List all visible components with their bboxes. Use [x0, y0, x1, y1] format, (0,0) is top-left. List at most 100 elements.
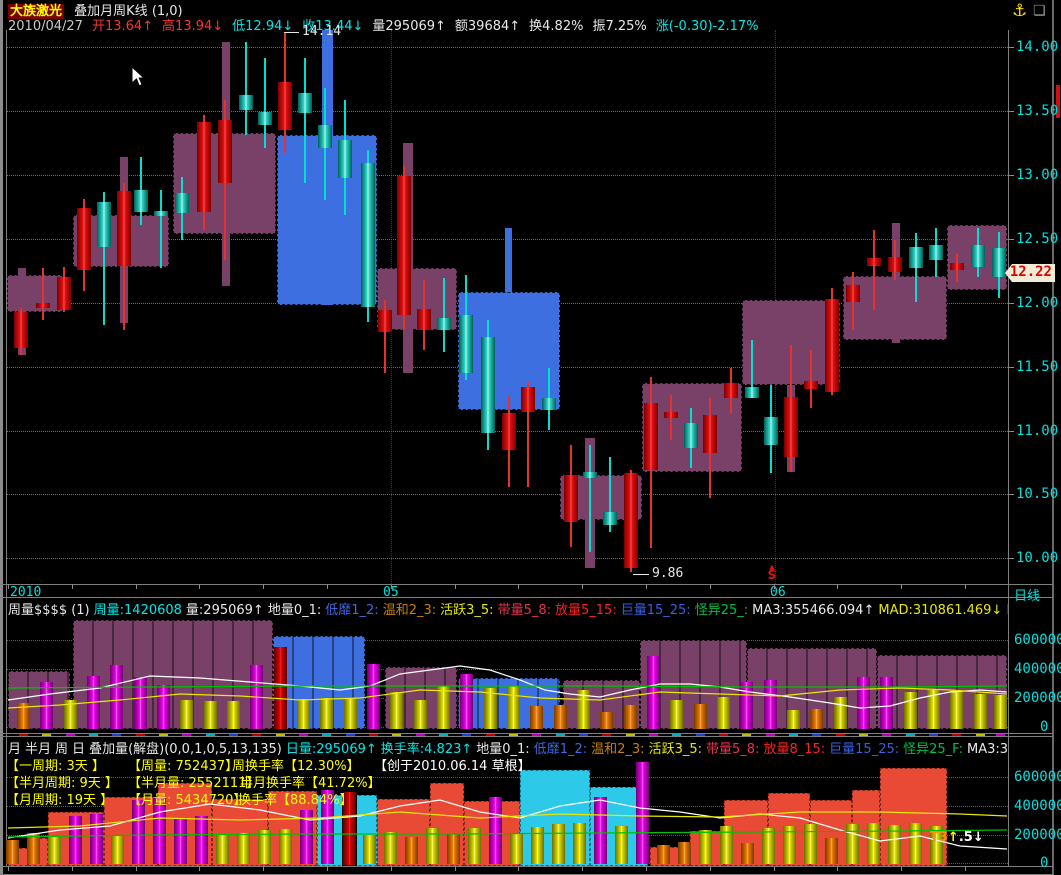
- period-toggle[interactable]: 日: [72, 742, 86, 757]
- main-gridline: [7, 47, 1008, 48]
- indicator-field: MA90:268642.625↑: [1006, 603, 1008, 618]
- anchor-icon[interactable]: ⚓: [1012, 1, 1028, 21]
- main-gridline: [7, 558, 1008, 559]
- volume-tick: [579, 734, 588, 736]
- candle-up: [950, 263, 964, 270]
- volume-bar: [741, 843, 754, 864]
- volume-bar: [804, 824, 817, 864]
- volume-bar: [48, 836, 61, 864]
- period-label[interactable]: 日线: [1014, 589, 1041, 604]
- main-gridline: [7, 175, 1008, 176]
- volume-bar: [153, 798, 166, 864]
- candle-down: [603, 512, 617, 525]
- title-bar: 大族激光 叠加月周K线 (1,0): [8, 0, 183, 19]
- volume-tick: [19, 734, 28, 736]
- candle-up: [278, 82, 292, 130]
- volume-bar: [950, 691, 963, 729]
- indicator-field: 低靡1_2:: [533, 742, 588, 757]
- candle-wick: [42, 268, 44, 320]
- candle-down: [459, 315, 473, 373]
- volume-tick: [369, 734, 378, 736]
- quote-field: 换4.82%: [529, 19, 584, 34]
- period-toggle[interactable]: 半月: [25, 742, 52, 757]
- quote-bar: 2010/04/27 开13.64↑ 高13.94↓ 低12.94↓ 收13.44↓ 量2…: [8, 15, 1008, 34]
- low-connector: [633, 574, 649, 575]
- volume-bar: [857, 677, 870, 729]
- candle-down: [338, 140, 352, 178]
- overlay-label: 换手率【88.84%】: [238, 793, 353, 808]
- vol-axis-label: 0: [1040, 719, 1049, 735]
- x-axis-tick: [263, 866, 264, 871]
- volume-bar: [460, 674, 473, 729]
- overlay-label: 【月量: 5434720】: [128, 793, 247, 808]
- y-axis-tick: [1008, 431, 1014, 432]
- volume-tick: [229, 734, 238, 736]
- y-axis-tick: [1008, 303, 1014, 304]
- volume-bar: [342, 791, 357, 866]
- candle-up: [14, 312, 28, 348]
- volume-bar: [694, 704, 707, 729]
- overlay-label: 【半月量: 2552111】: [128, 776, 260, 791]
- main-gridline: [7, 111, 1008, 112]
- x-axis-tick: [72, 584, 73, 589]
- indicator-field: 带量5_8:: [706, 742, 760, 757]
- candle-down: [971, 245, 985, 267]
- y-axis-label: 10.50: [1016, 486, 1059, 502]
- split-letter: S: [767, 568, 777, 582]
- volume-tick: [136, 734, 145, 736]
- x-axis-tick: [646, 866, 647, 871]
- period-toggle[interactable]: 周: [55, 742, 69, 757]
- volume-bar: [390, 692, 403, 729]
- x-axis-tick: [327, 584, 328, 589]
- candle-up: [784, 397, 798, 457]
- volume-bar: [594, 797, 607, 864]
- x-axis-tick: [582, 584, 583, 589]
- stock-name[interactable]: 大族激光: [8, 4, 65, 19]
- separator-line: [0, 597, 1053, 598]
- split-marker[interactable]: ▲ S: [764, 564, 780, 582]
- volume-tick: [66, 734, 75, 736]
- volume-bar: [64, 700, 77, 729]
- vol-axis-label: 200000: [1014, 690, 1061, 706]
- volume-bar: [552, 824, 565, 864]
- volume-bar: [825, 838, 838, 864]
- current-price-tag: 12.22: [1005, 264, 1055, 282]
- volume-tick: [159, 734, 168, 736]
- bot-axis-label: 200000: [1014, 827, 1061, 843]
- volume-tick: [509, 734, 518, 736]
- x-axis-tick: [710, 584, 711, 589]
- volume-bar: [930, 826, 943, 864]
- volume-bar: [927, 690, 940, 729]
- volume-tick: [976, 734, 985, 736]
- separator-line: [0, 736, 1053, 737]
- volume-bar: [600, 712, 613, 729]
- x-axis-tick: [8, 866, 9, 871]
- volume-bar: [111, 836, 124, 864]
- bot-gridline: [7, 777, 1008, 778]
- volume-tick: [206, 734, 215, 736]
- candle-up: [846, 285, 860, 302]
- volume-tick: [882, 734, 891, 736]
- volume-bar: [426, 828, 439, 864]
- candle-up: [57, 277, 71, 310]
- ma-line-yellow: [7, 687, 1008, 709]
- separator-line: [0, 584, 1053, 585]
- y-axis-label: 10.00: [1016, 550, 1059, 566]
- volume-tick: [416, 734, 425, 736]
- volume-bar: [132, 800, 145, 864]
- candle-up: [804, 381, 818, 389]
- candle-wick: [160, 190, 162, 268]
- overlay-label: 【周量: 752437】: [128, 759, 239, 774]
- indicator-field: 巨量15_25:: [829, 742, 900, 757]
- candle-up: [644, 403, 658, 470]
- t3-indicator-label: T3↑.5↓: [930, 830, 984, 845]
- cascade-icon[interactable]: ❏: [1033, 3, 1046, 19]
- period-toggle[interactable]: 月: [8, 742, 22, 757]
- volume-bar: [484, 688, 497, 729]
- t3-part: .5: [958, 830, 973, 845]
- y-axis-label: 13.00: [1016, 167, 1059, 183]
- volume-bar: [344, 698, 357, 729]
- x-axis-tick: [837, 584, 838, 589]
- volume-tick: [766, 734, 775, 736]
- volume-bar: [994, 695, 1007, 729]
